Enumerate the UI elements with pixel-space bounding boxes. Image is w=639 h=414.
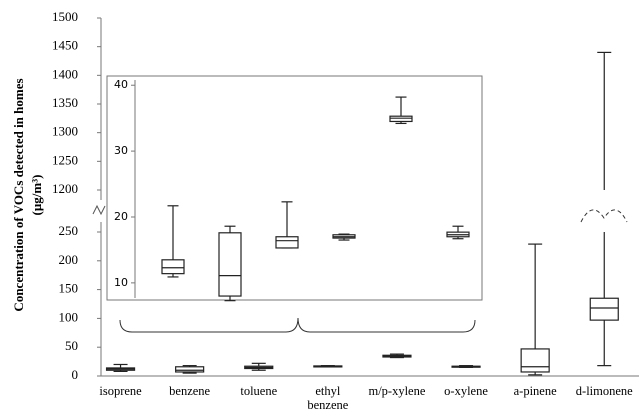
y-tick-label: 1400 xyxy=(52,66,78,81)
inset-y-tick-label: 40 xyxy=(114,78,128,91)
y-tick-label: 250 xyxy=(59,223,79,238)
brace xyxy=(119,317,476,333)
y-tick-label: 150 xyxy=(59,281,79,296)
y-tick-label: 1500 xyxy=(52,9,78,24)
box xyxy=(161,259,185,275)
y-tick-label: 1250 xyxy=(52,152,78,167)
y-tick-label: 1350 xyxy=(52,95,78,110)
x-tick-label: benzene xyxy=(169,384,211,398)
y-axis-unit: (μg/m³) xyxy=(29,175,44,216)
y-tick-label: 0 xyxy=(72,367,79,382)
x-tick-label: toluene xyxy=(240,384,278,398)
box xyxy=(589,297,619,321)
y-tick-label: 200 xyxy=(59,252,79,267)
y-tick-label: 1300 xyxy=(52,124,78,139)
x-tick-label: d-limonene xyxy=(575,384,633,398)
x-tick-label: ethyl benzene xyxy=(307,384,349,412)
box xyxy=(389,115,413,123)
inset-y-tick-label: 10 xyxy=(114,276,128,289)
box xyxy=(175,366,205,373)
inset-y-tick-label: 20 xyxy=(114,210,128,223)
y-tick-label: 1450 xyxy=(52,38,78,53)
box xyxy=(275,236,299,249)
x-tick-label: m/p-xylene xyxy=(368,384,426,398)
whisker-break xyxy=(580,209,628,223)
x-tick-label: isoprene xyxy=(99,384,142,398)
x-tick-label: o-xylene xyxy=(444,384,488,398)
inset-frame xyxy=(106,75,483,301)
x-tick-label: a-pinene xyxy=(513,384,557,398)
box xyxy=(520,348,550,373)
y-tick-label: 100 xyxy=(59,309,79,324)
y-tick-label: 1200 xyxy=(52,181,78,196)
y-axis-title: Concentration of VOCs detected in homes xyxy=(11,78,26,311)
y-tick-label: 50 xyxy=(65,338,78,353)
axis-break xyxy=(92,204,106,216)
inset-y-tick-label: 30 xyxy=(114,144,128,157)
box xyxy=(218,232,242,297)
